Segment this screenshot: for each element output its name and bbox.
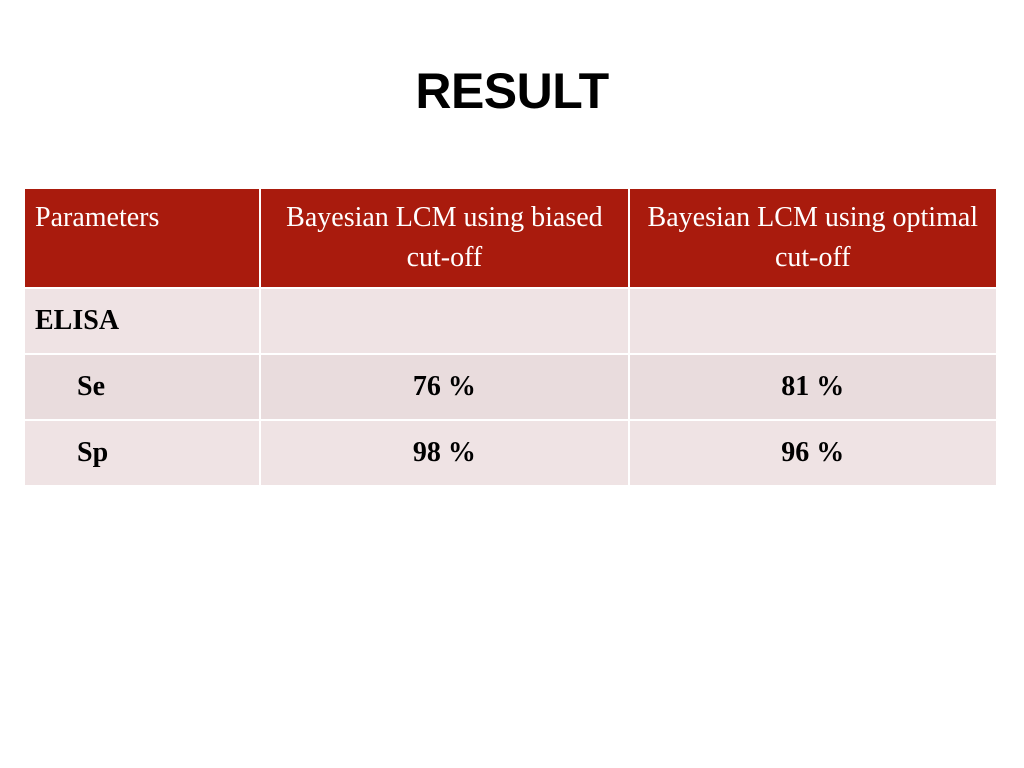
- row-label-elisa: ELISA: [22, 287, 262, 355]
- header-parameters: Parameters: [22, 187, 262, 289]
- slide-title: RESULT: [415, 63, 609, 119]
- row-label-sp: Sp: [22, 419, 262, 487]
- cell-optimal: [627, 287, 999, 355]
- cell-biased: 98 %: [259, 419, 630, 487]
- row-label-se: Se: [22, 353, 262, 421]
- header-biased-cutoff: Bayesian LCM using biased cut-off: [259, 187, 630, 289]
- cell-biased: 76 %: [259, 353, 630, 421]
- results-table: Parameters Bayesian LCM using biased cut…: [22, 187, 999, 487]
- cell-optimal: 96 %: [627, 419, 999, 487]
- cell-optimal: 81 %: [627, 353, 999, 421]
- table-row: ELISA: [22, 287, 999, 355]
- table-row: Sp 98 % 96 %: [22, 419, 999, 487]
- header-optimal-cutoff: Bayesian LCM using optimal cut-off: [627, 187, 999, 289]
- table-row: Se 76 % 81 %: [22, 353, 999, 421]
- cell-biased: [259, 287, 630, 355]
- table-header-row: Parameters Bayesian LCM using biased cut…: [22, 187, 999, 289]
